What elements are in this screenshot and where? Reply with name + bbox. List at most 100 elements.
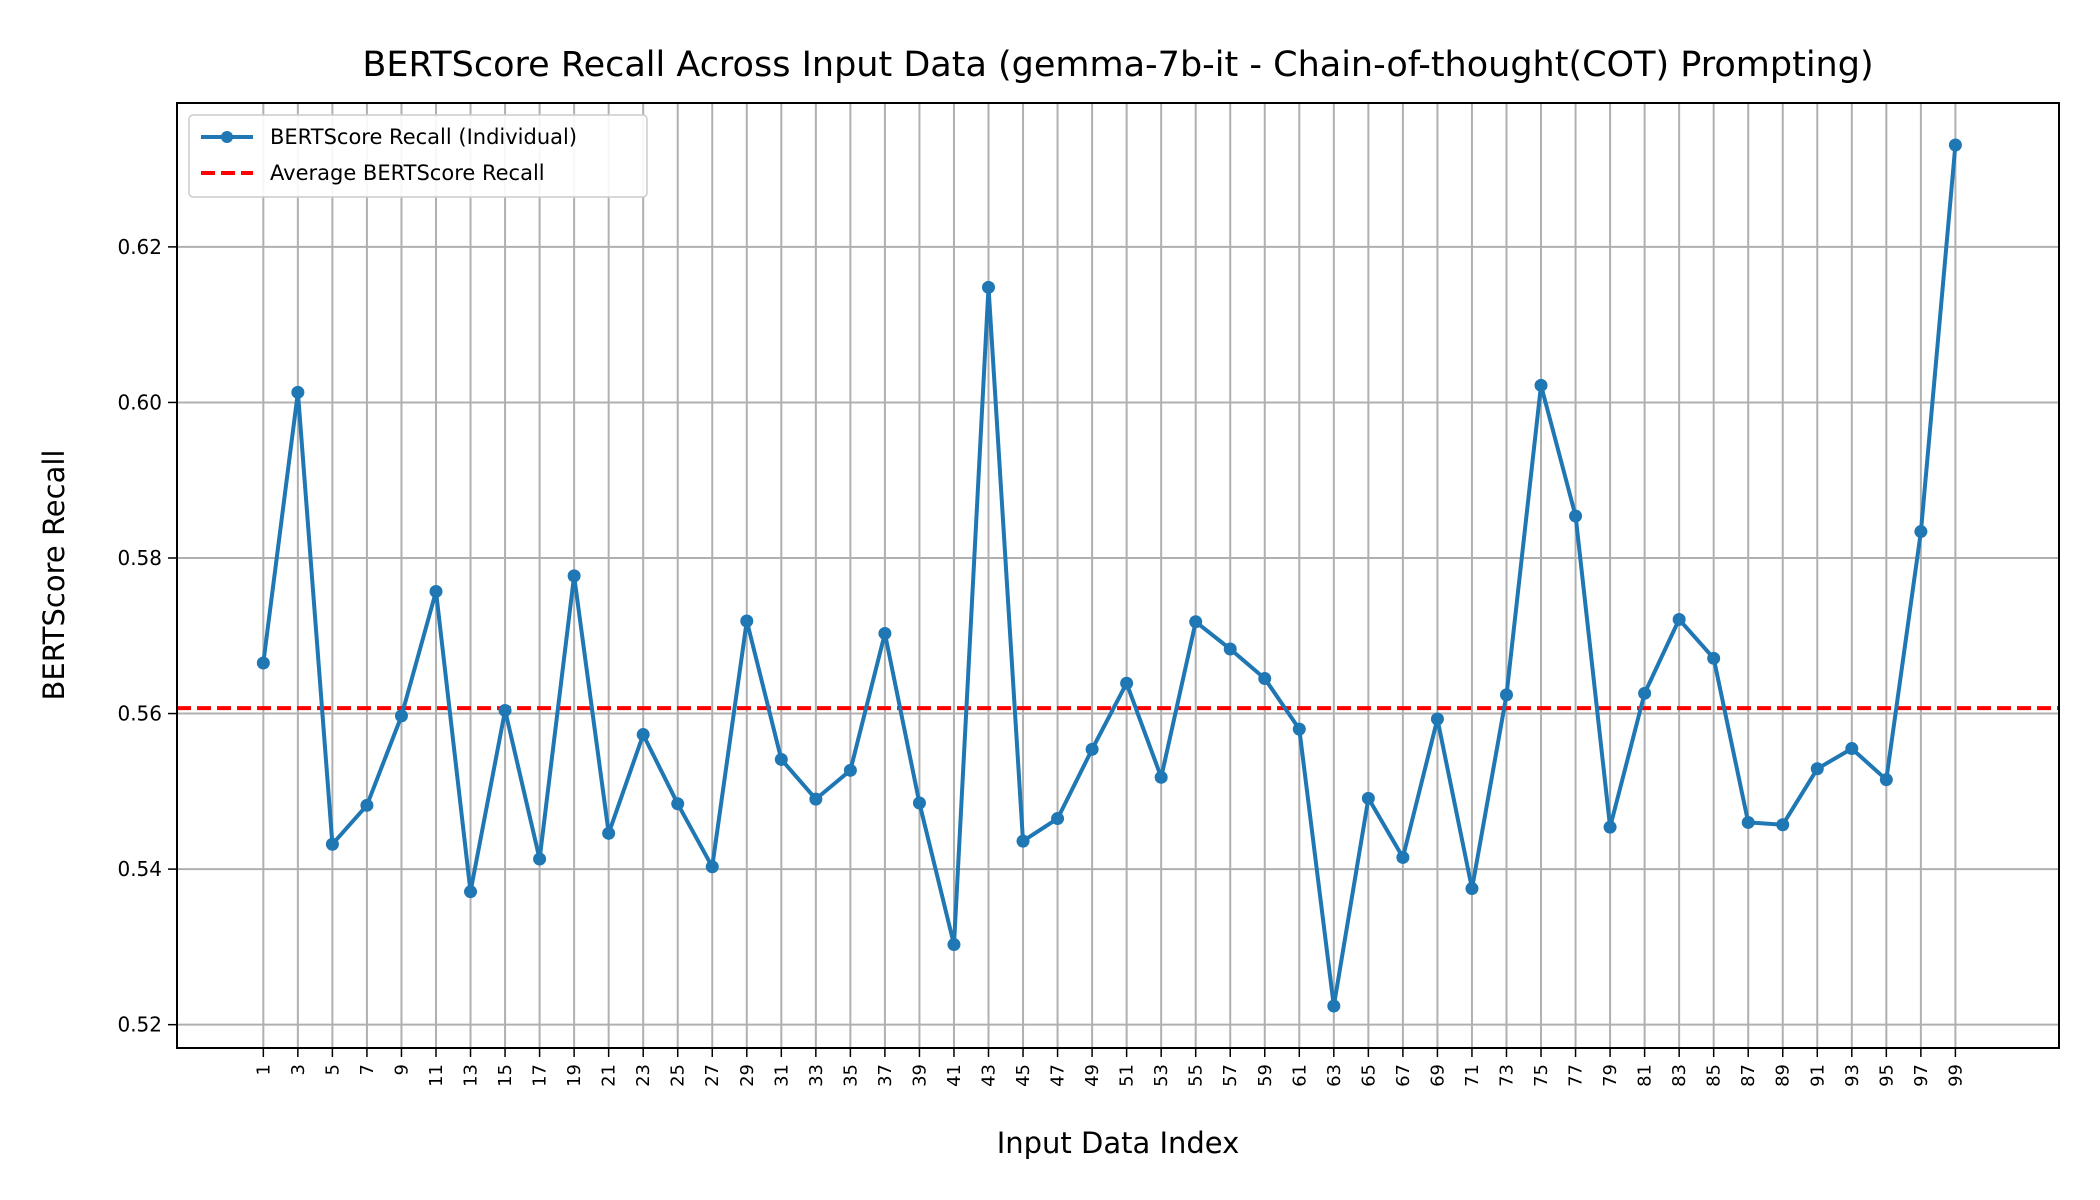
x-tick-label: 5: [322, 1064, 343, 1075]
x-tick-label: 81: [1635, 1064, 1656, 1087]
data-point: [982, 280, 996, 294]
x-tick-label: 75: [1531, 1064, 1552, 1087]
x-tick-label: 17: [530, 1064, 551, 1087]
legend-label-individual: BERTScore Recall (Individual): [270, 125, 577, 149]
x-tick-label: 43: [979, 1064, 1000, 1087]
x-tick-label: 95: [1876, 1064, 1897, 1087]
data-point: [1327, 999, 1341, 1013]
data-point: [1948, 138, 1962, 152]
data-point: [1672, 612, 1686, 626]
data-point: [1465, 882, 1479, 896]
x-tick-label: 61: [1289, 1064, 1310, 1087]
x-tick-label: 29: [737, 1064, 758, 1087]
data-point: [1810, 762, 1824, 776]
data-point: [1534, 378, 1548, 392]
data-point: [1189, 615, 1203, 629]
y-tick-label: 0.58: [117, 546, 162, 570]
data-point: [1051, 812, 1065, 826]
data-point: [1879, 773, 1893, 787]
x-tick-label: 97: [1911, 1064, 1932, 1087]
y-tick-label: 0.60: [117, 390, 162, 414]
data-point: [1085, 742, 1099, 756]
y-axis-label: BERTScore Recall: [37, 450, 71, 701]
x-tick-label: 47: [1048, 1064, 1069, 1087]
x-tick-label: 45: [1013, 1064, 1034, 1087]
data-point: [1845, 742, 1859, 756]
y-axis-ticks: 0.52 0.54 0.56 0.58 0.60 0.62: [117, 235, 177, 1037]
series-line-individual: [261, 144, 1958, 1008]
data-point: [1914, 525, 1928, 539]
data-point: [1707, 651, 1721, 665]
y-tick-label: 0.52: [117, 1013, 162, 1037]
x-tick-label: 31: [771, 1064, 792, 1087]
data-point: [464, 885, 478, 899]
x-tick-label: 51: [1117, 1064, 1138, 1087]
x-tick-label: 41: [944, 1064, 965, 1087]
data-point: [1361, 791, 1375, 805]
y-tick-label: 0.54: [117, 857, 162, 881]
data-point: [774, 752, 788, 766]
x-tick-label: 57: [1220, 1064, 1241, 1087]
data-point: [1499, 688, 1513, 702]
x-tick-label: 67: [1393, 1064, 1414, 1087]
x-tick-label: 19: [564, 1064, 585, 1087]
x-tick-label: 63: [1324, 1064, 1345, 1087]
x-tick-label: 15: [495, 1064, 516, 1087]
plot-frame: [176, 102, 2060, 1049]
data-point: [1154, 770, 1168, 784]
data-point: [947, 938, 961, 952]
x-tick-label: 89: [1773, 1064, 1794, 1087]
x-tick-label: 87: [1738, 1064, 1759, 1087]
x-tick-label: 23: [633, 1064, 654, 1087]
x-tick-label: 27: [702, 1064, 723, 1087]
data-point: [1776, 818, 1790, 832]
data-point: [602, 826, 616, 840]
x-tick-label: 69: [1427, 1064, 1448, 1087]
data-point: [705, 860, 719, 874]
data-point: [1741, 815, 1755, 829]
x-tick-label: 33: [806, 1064, 827, 1087]
x-tick-label: 13: [461, 1064, 482, 1087]
y-tick-label: 0.56: [117, 702, 162, 726]
data-point: [1120, 676, 1134, 690]
data-point: [1569, 509, 1583, 523]
x-tick-label: 79: [1600, 1064, 1621, 1087]
x-tick-label: 49: [1082, 1064, 1103, 1087]
x-tick-label: 9: [391, 1064, 412, 1075]
data-point: [1638, 686, 1652, 700]
data-point: [1258, 672, 1272, 686]
legend-marker-individual: [221, 131, 233, 143]
data-point: [394, 709, 408, 723]
x-tick-label: 53: [1151, 1064, 1172, 1087]
x-tick-label: 83: [1669, 1064, 1690, 1087]
x-tick-label: 59: [1255, 1064, 1276, 1087]
data-point: [843, 763, 857, 777]
data-point: [1603, 820, 1617, 834]
chart-title: BERTScore Recall Across Input Data (gemm…: [362, 45, 1873, 85]
x-tick-label: 37: [875, 1064, 896, 1087]
x-tick-label: 11: [426, 1064, 447, 1087]
data-point: [1016, 834, 1030, 848]
x-tick-label: 55: [1186, 1064, 1207, 1087]
x-tick-label: 25: [668, 1064, 689, 1087]
data-point: [256, 656, 270, 670]
x-tick-label: 1: [253, 1064, 274, 1075]
data-point: [809, 792, 823, 806]
data-point: [636, 728, 650, 742]
data-point: [1223, 642, 1237, 656]
data-point: [1292, 722, 1306, 736]
legend-box: [188, 114, 648, 198]
series-layer: [256, 138, 1962, 1013]
x-tick-label: 93: [1842, 1064, 1863, 1087]
data-point: [429, 584, 443, 598]
data-point: [740, 614, 754, 628]
data-point: [878, 626, 892, 640]
x-tick-label: 39: [909, 1064, 930, 1087]
x-tick-label: 3: [288, 1064, 309, 1075]
x-tick-label: 77: [1566, 1064, 1587, 1087]
x-tick-label: 85: [1704, 1064, 1725, 1087]
x-tick-label: 65: [1358, 1064, 1379, 1087]
x-tick-label: 73: [1496, 1064, 1517, 1087]
y-tick-label: 0.62: [117, 235, 162, 259]
